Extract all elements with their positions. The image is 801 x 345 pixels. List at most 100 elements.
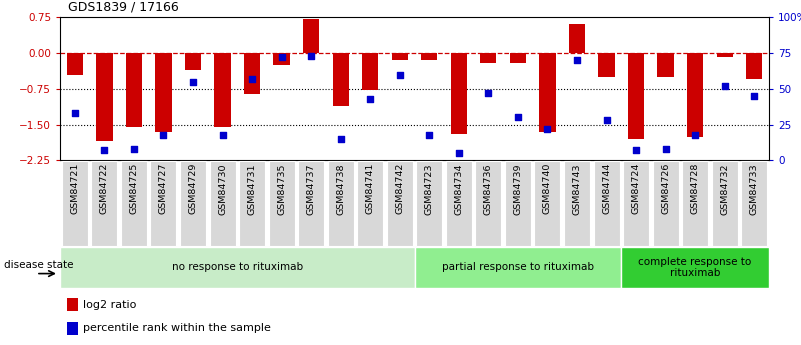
Text: GSM84725: GSM84725 bbox=[130, 163, 139, 214]
Text: GSM84739: GSM84739 bbox=[513, 163, 522, 215]
Point bbox=[157, 132, 170, 137]
Text: GSM84722: GSM84722 bbox=[100, 163, 109, 214]
Bar bbox=[96, 53, 112, 141]
Text: complete response to
rituximab: complete response to rituximab bbox=[638, 257, 752, 278]
Text: log2 ratio: log2 ratio bbox=[83, 299, 136, 309]
Text: GSM84744: GSM84744 bbox=[602, 163, 611, 214]
Point bbox=[304, 53, 317, 59]
FancyBboxPatch shape bbox=[711, 161, 738, 246]
FancyBboxPatch shape bbox=[594, 161, 619, 246]
Point bbox=[423, 132, 436, 137]
Text: GSM84721: GSM84721 bbox=[70, 163, 79, 214]
Text: GSM84736: GSM84736 bbox=[484, 163, 493, 215]
FancyBboxPatch shape bbox=[239, 161, 265, 246]
Text: GSM84734: GSM84734 bbox=[454, 163, 463, 215]
FancyBboxPatch shape bbox=[682, 161, 708, 246]
FancyBboxPatch shape bbox=[534, 161, 561, 246]
FancyBboxPatch shape bbox=[60, 247, 415, 288]
Text: GSM84743: GSM84743 bbox=[573, 163, 582, 215]
Bar bbox=[392, 53, 408, 60]
Text: GSM84730: GSM84730 bbox=[218, 163, 227, 215]
Point bbox=[68, 110, 81, 116]
Point bbox=[187, 79, 199, 85]
FancyBboxPatch shape bbox=[210, 161, 235, 246]
Bar bbox=[155, 53, 171, 132]
Bar bbox=[67, 322, 78, 335]
FancyBboxPatch shape bbox=[180, 161, 206, 246]
Bar bbox=[539, 53, 556, 132]
Text: GSM84735: GSM84735 bbox=[277, 163, 286, 215]
Bar bbox=[362, 53, 378, 90]
Text: GSM84728: GSM84728 bbox=[690, 163, 699, 214]
Point bbox=[570, 57, 583, 63]
Text: GSM84724: GSM84724 bbox=[631, 163, 641, 214]
Bar bbox=[215, 53, 231, 127]
Point bbox=[630, 148, 642, 153]
FancyBboxPatch shape bbox=[505, 161, 531, 246]
FancyBboxPatch shape bbox=[623, 161, 649, 246]
Point bbox=[541, 126, 553, 132]
Bar bbox=[628, 53, 644, 139]
Text: partial response to rituximab: partial response to rituximab bbox=[442, 263, 594, 272]
Bar bbox=[509, 53, 526, 62]
Point bbox=[453, 150, 465, 156]
Text: GSM84727: GSM84727 bbox=[159, 163, 168, 214]
Bar bbox=[598, 53, 614, 77]
Text: GSM84732: GSM84732 bbox=[720, 163, 729, 215]
Point bbox=[393, 72, 406, 77]
Point bbox=[276, 55, 288, 60]
FancyBboxPatch shape bbox=[564, 161, 590, 246]
FancyBboxPatch shape bbox=[741, 161, 767, 246]
Bar bbox=[332, 53, 348, 106]
FancyBboxPatch shape bbox=[387, 161, 413, 246]
Bar bbox=[273, 53, 290, 65]
FancyBboxPatch shape bbox=[121, 161, 147, 246]
Bar bbox=[421, 53, 437, 60]
Text: GSM84731: GSM84731 bbox=[248, 163, 256, 215]
Point bbox=[748, 93, 761, 99]
Bar bbox=[244, 53, 260, 93]
Point bbox=[127, 146, 140, 152]
Text: GSM84738: GSM84738 bbox=[336, 163, 345, 215]
Bar bbox=[746, 53, 763, 79]
FancyBboxPatch shape bbox=[417, 161, 442, 246]
FancyBboxPatch shape bbox=[62, 161, 88, 246]
Point bbox=[216, 132, 229, 137]
FancyBboxPatch shape bbox=[357, 161, 383, 246]
Bar bbox=[687, 53, 703, 137]
Point bbox=[98, 148, 111, 153]
Text: GSM84726: GSM84726 bbox=[661, 163, 670, 214]
Bar bbox=[658, 53, 674, 77]
Point bbox=[364, 96, 376, 102]
Text: GSM84723: GSM84723 bbox=[425, 163, 434, 215]
Text: GSM84741: GSM84741 bbox=[366, 163, 375, 214]
Point bbox=[718, 83, 731, 89]
Bar bbox=[67, 298, 78, 311]
Text: percentile rank within the sample: percentile rank within the sample bbox=[83, 324, 271, 334]
Bar bbox=[126, 53, 142, 127]
Point bbox=[334, 136, 347, 142]
Text: GSM84742: GSM84742 bbox=[395, 163, 405, 214]
Bar bbox=[185, 53, 201, 70]
Point bbox=[659, 146, 672, 152]
Text: GSM84729: GSM84729 bbox=[188, 163, 198, 214]
Bar bbox=[66, 53, 83, 75]
Bar bbox=[481, 53, 497, 62]
Bar bbox=[569, 24, 585, 53]
Point bbox=[482, 90, 495, 96]
Text: GDS1839 / 17166: GDS1839 / 17166 bbox=[68, 1, 179, 14]
FancyBboxPatch shape bbox=[268, 161, 295, 246]
Bar bbox=[717, 53, 733, 57]
Text: GSM84733: GSM84733 bbox=[750, 163, 759, 215]
Text: disease state: disease state bbox=[4, 260, 74, 270]
FancyBboxPatch shape bbox=[328, 161, 354, 246]
FancyBboxPatch shape bbox=[415, 247, 622, 288]
Text: GSM84740: GSM84740 bbox=[543, 163, 552, 214]
FancyBboxPatch shape bbox=[151, 161, 176, 246]
Bar bbox=[451, 53, 467, 134]
FancyBboxPatch shape bbox=[475, 161, 501, 246]
Point bbox=[246, 76, 259, 81]
FancyBboxPatch shape bbox=[91, 161, 118, 246]
Bar bbox=[303, 19, 320, 53]
FancyBboxPatch shape bbox=[653, 161, 678, 246]
